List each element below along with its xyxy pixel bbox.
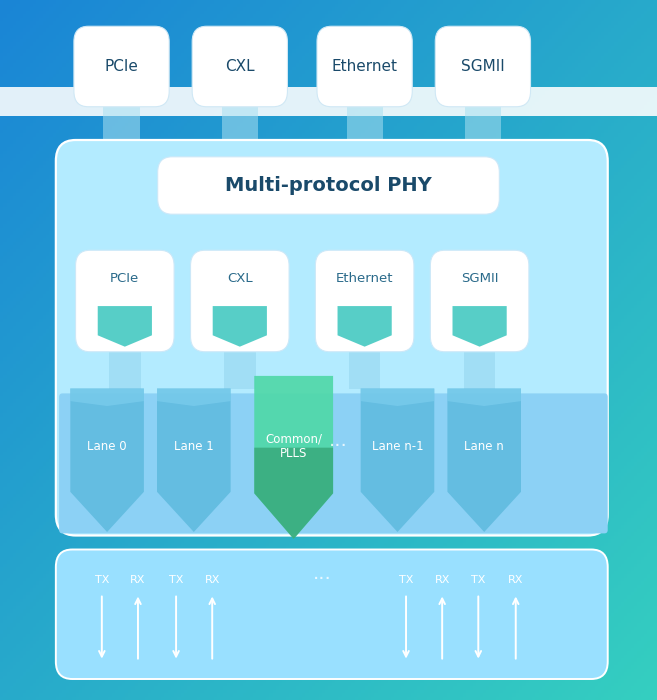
Text: RX: RX [204, 575, 220, 584]
FancyBboxPatch shape [59, 393, 608, 533]
Polygon shape [157, 389, 231, 406]
Text: ···: ··· [313, 570, 331, 589]
Polygon shape [70, 389, 144, 532]
Text: RX: RX [508, 575, 524, 584]
Bar [221, 88, 258, 144]
Text: Lane n-1: Lane n-1 [372, 440, 423, 453]
Text: Lane n: Lane n [464, 440, 504, 453]
Bar [109, 352, 141, 389]
FancyBboxPatch shape [192, 26, 288, 106]
Text: SGMII: SGMII [461, 272, 499, 285]
Polygon shape [157, 389, 231, 532]
FancyBboxPatch shape [56, 550, 608, 679]
FancyBboxPatch shape [317, 26, 413, 106]
Text: TX: TX [95, 575, 109, 584]
Text: Lane 1: Lane 1 [174, 440, 214, 453]
Text: CXL: CXL [225, 59, 255, 74]
FancyBboxPatch shape [435, 26, 531, 106]
Polygon shape [98, 306, 152, 346]
FancyBboxPatch shape [56, 140, 608, 536]
Text: PCIe: PCIe [104, 59, 139, 74]
FancyBboxPatch shape [76, 251, 174, 352]
Text: RX: RX [130, 575, 146, 584]
Polygon shape [447, 389, 521, 406]
Polygon shape [447, 389, 521, 532]
Bar [0, 88, 657, 116]
Text: TX: TX [169, 575, 183, 584]
Bar [464, 352, 495, 389]
Text: RX: RX [434, 575, 450, 584]
Polygon shape [70, 389, 144, 406]
FancyBboxPatch shape [191, 251, 289, 352]
Bar [224, 352, 256, 389]
Text: Multi-protocol PHY: Multi-protocol PHY [225, 176, 432, 195]
Polygon shape [361, 389, 434, 406]
Polygon shape [338, 306, 392, 346]
Text: Ethernet: Ethernet [336, 272, 394, 285]
Polygon shape [254, 376, 333, 539]
Polygon shape [254, 448, 333, 539]
Polygon shape [213, 306, 267, 346]
Text: Common/
PLLS: Common/ PLLS [265, 432, 322, 461]
Text: TX: TX [471, 575, 486, 584]
Polygon shape [453, 306, 507, 346]
Bar [347, 88, 383, 144]
Bar [349, 352, 380, 389]
Text: PCIe: PCIe [110, 272, 139, 285]
Text: ···: ··· [329, 437, 348, 456]
Bar [104, 88, 139, 144]
FancyBboxPatch shape [74, 26, 170, 106]
FancyBboxPatch shape [315, 251, 414, 352]
Text: Lane 0: Lane 0 [87, 440, 127, 453]
FancyBboxPatch shape [430, 251, 529, 352]
Polygon shape [361, 389, 434, 532]
Text: SGMII: SGMII [461, 59, 505, 74]
Text: TX: TX [399, 575, 413, 584]
FancyBboxPatch shape [158, 157, 499, 214]
Text: Ethernet: Ethernet [332, 59, 397, 74]
Bar [464, 88, 501, 144]
Text: CXL: CXL [227, 272, 253, 285]
